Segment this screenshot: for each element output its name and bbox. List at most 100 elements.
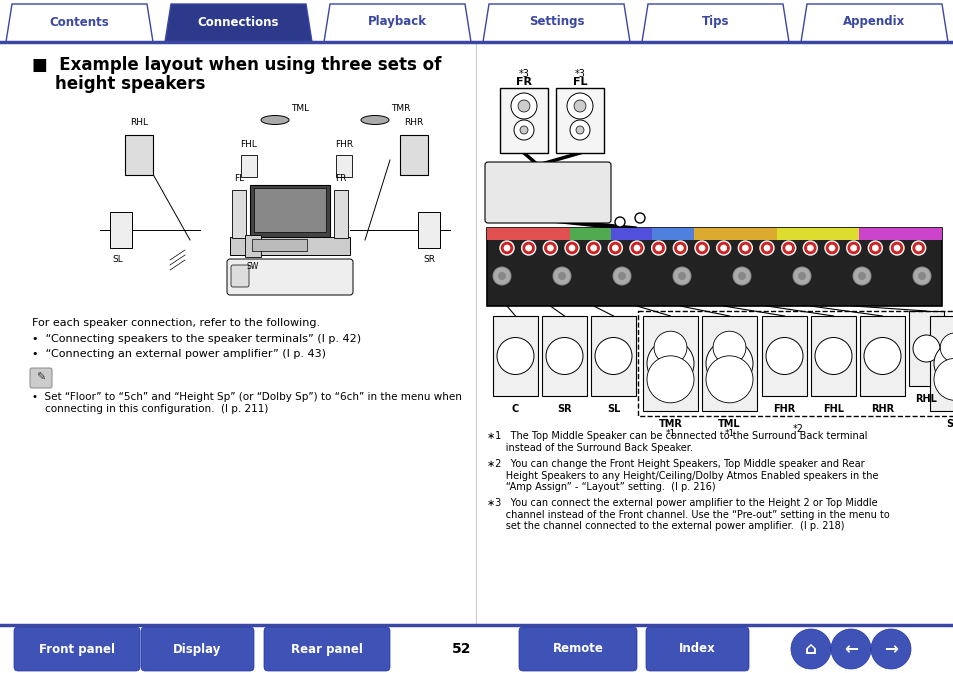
Circle shape [586, 241, 600, 255]
Bar [908, 311, 943, 386]
Text: Display: Display [173, 643, 221, 656]
Text: SL: SL [112, 255, 123, 264]
Text: SR: SR [557, 404, 571, 414]
Text: C: C [512, 404, 518, 414]
Circle shape [889, 241, 903, 255]
Bar [693, 228, 735, 240]
Bar [735, 228, 776, 240]
Bar [541, 316, 586, 396]
Circle shape [499, 241, 514, 255]
Circle shape [646, 340, 693, 387]
Text: FHR: FHR [335, 140, 353, 149]
Bar [334, 190, 348, 238]
Bar [556, 88, 603, 153]
Circle shape [568, 245, 575, 251]
Circle shape [933, 358, 953, 400]
Bar [776, 228, 817, 240]
Circle shape [517, 100, 530, 112]
Text: Power amplifier: Power amplifier [510, 230, 585, 240]
Circle shape [857, 272, 865, 280]
Circle shape [917, 272, 925, 280]
Text: *2: *2 [792, 424, 802, 434]
FancyBboxPatch shape [231, 265, 249, 287]
Text: TMR: TMR [658, 419, 681, 429]
Circle shape [590, 245, 596, 251]
Circle shape [608, 241, 621, 255]
Circle shape [785, 245, 791, 251]
Bar [817, 228, 859, 240]
Text: TMR: TMR [391, 104, 410, 113]
Circle shape [553, 267, 571, 285]
Circle shape [824, 241, 838, 255]
Text: ∗2   You can change the Front Height Speakers, Top Middle speaker and Rear
     : ∗2 You can change the Front Height Speak… [486, 459, 878, 492]
Polygon shape [324, 4, 471, 42]
Text: FL: FL [233, 174, 244, 183]
Circle shape [618, 272, 625, 280]
Circle shape [521, 241, 535, 255]
Circle shape [760, 241, 773, 255]
Bar [486, 228, 941, 306]
Circle shape [566, 93, 593, 119]
Text: Rear panel: Rear panel [291, 643, 362, 656]
Circle shape [845, 241, 860, 255]
Circle shape [828, 245, 834, 251]
Bar [611, 228, 652, 240]
Circle shape [871, 245, 878, 251]
Circle shape [732, 267, 750, 285]
Bar [859, 316, 904, 396]
Circle shape [547, 245, 553, 251]
Circle shape [576, 126, 583, 134]
Text: Tips: Tips [701, 15, 728, 28]
Bar [241, 155, 256, 177]
Circle shape [493, 267, 511, 285]
Polygon shape [641, 4, 788, 42]
Text: *3: *3 [518, 69, 529, 79]
Circle shape [503, 245, 510, 251]
Circle shape [870, 629, 910, 669]
Text: 52: 52 [452, 642, 471, 656]
Circle shape [497, 337, 534, 374]
FancyBboxPatch shape [227, 259, 353, 295]
Circle shape [615, 217, 624, 227]
Circle shape [806, 245, 813, 251]
FancyBboxPatch shape [518, 627, 637, 671]
Text: *3: *3 [574, 69, 585, 79]
Circle shape [511, 93, 537, 119]
Text: TML: TML [718, 419, 740, 429]
Circle shape [790, 629, 830, 669]
Circle shape [629, 241, 643, 255]
Bar [499, 88, 547, 153]
Bar [810, 316, 855, 396]
Circle shape [716, 241, 730, 255]
Text: RHL: RHL [130, 118, 148, 127]
Circle shape [545, 337, 582, 374]
Text: FL: FL [572, 77, 587, 87]
Bar [761, 316, 806, 396]
Text: •  Set “Floor” to “5ch” and “Height Sp” (or “Dolby Sp”) to “6ch” in the menu whe: • Set “Floor” to “5ch” and “Height Sp” (… [32, 392, 461, 414]
FancyBboxPatch shape [264, 627, 390, 671]
FancyBboxPatch shape [14, 627, 140, 671]
Bar [253, 188, 326, 232]
Polygon shape [6, 4, 152, 42]
Text: FR: FR [516, 77, 532, 87]
Circle shape [720, 245, 726, 251]
Text: RHL: RHL [915, 394, 937, 404]
Text: height speakers: height speakers [32, 75, 205, 93]
Circle shape [912, 335, 939, 362]
Text: ←: ← [843, 640, 857, 658]
Text: TML: TML [291, 104, 309, 113]
Circle shape [595, 337, 631, 374]
Circle shape [613, 267, 630, 285]
Circle shape [695, 241, 708, 255]
Bar [493, 316, 537, 396]
Circle shape [519, 126, 527, 134]
Circle shape [915, 245, 921, 251]
Bar [232, 190, 246, 238]
Bar [929, 316, 953, 411]
Circle shape [525, 245, 531, 251]
Text: →: → [883, 640, 897, 658]
Text: ⌂: ⌂ [804, 640, 816, 658]
Text: ✎: ✎ [36, 373, 46, 383]
Circle shape [765, 337, 802, 374]
Circle shape [814, 337, 851, 374]
